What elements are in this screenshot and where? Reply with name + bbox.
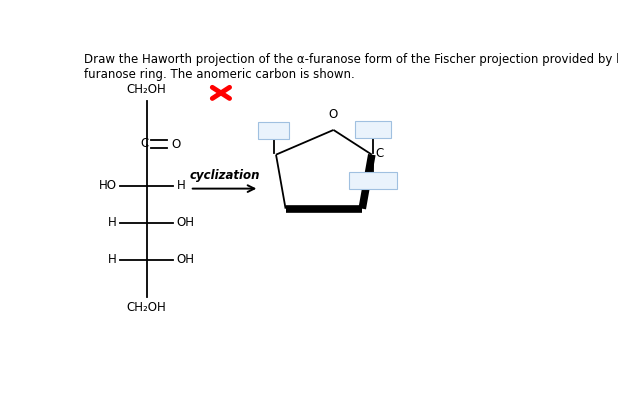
Text: O: O — [171, 138, 180, 151]
Text: OH: OH — [177, 253, 195, 266]
FancyBboxPatch shape — [349, 172, 397, 188]
Text: Draw the Haworth projection of the α-furanose form of the Fischer projection pro: Draw the Haworth projection of the α-fur… — [85, 53, 618, 81]
Text: HO: HO — [98, 179, 117, 192]
Text: OH: OH — [364, 123, 383, 136]
Text: O: O — [329, 108, 338, 121]
Text: C: C — [376, 147, 384, 160]
Text: cyclization: cyclization — [190, 170, 260, 182]
Text: H: H — [108, 216, 117, 229]
Text: CH₂OH: CH₂OH — [127, 301, 167, 314]
Text: H: H — [108, 253, 117, 266]
Text: OH: OH — [177, 216, 195, 229]
Text: C: C — [140, 137, 148, 150]
Text: CH₂OH: CH₂OH — [353, 174, 393, 186]
FancyBboxPatch shape — [355, 121, 391, 138]
Text: CH₂OH: CH₂OH — [127, 83, 167, 96]
Text: H: H — [177, 179, 185, 192]
Text: H: H — [269, 124, 278, 137]
FancyBboxPatch shape — [258, 122, 289, 139]
